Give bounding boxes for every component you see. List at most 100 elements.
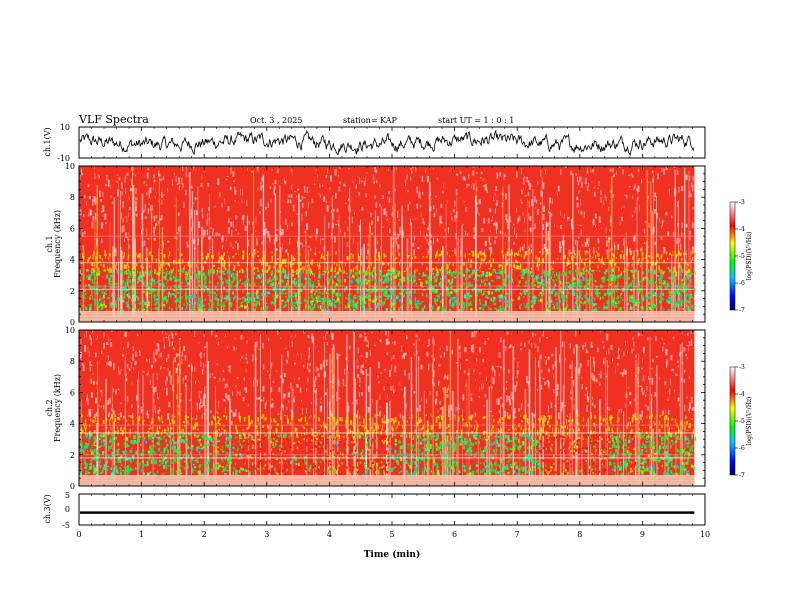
spectrogram-cell — [115, 249, 117, 257]
spectrogram-cell — [684, 371, 685, 374]
spectrogram-cell — [279, 225, 282, 233]
spectrogram-cell — [253, 266, 256, 270]
spectrogram-cell — [363, 181, 366, 187]
spectrogram-cell — [91, 271, 93, 276]
spectrogram-cell — [641, 179, 643, 184]
spectrogram-cell — [334, 300, 338, 303]
spectrogram-cell — [560, 289, 562, 293]
spectrogram-cell — [516, 292, 518, 295]
spectrogram-cell — [466, 268, 468, 271]
spectrogram-cell — [362, 304, 364, 308]
ch1-colorbar-label: log(PSD)(V²/Hz) — [746, 232, 753, 281]
spectrogram-cell — [354, 390, 356, 392]
spectrogram-cell — [468, 302, 471, 307]
spectrogram-cell — [472, 344, 475, 350]
spectrogram-cell — [158, 173, 161, 177]
spectrogram-cell — [494, 208, 496, 214]
spectrogram-cell — [287, 392, 290, 398]
spectrogram-streak — [653, 173, 654, 318]
spectrogram-streak — [510, 248, 513, 318]
spectrogram-cell — [321, 308, 324, 311]
spectrogram-cell — [652, 378, 654, 385]
spectrogram-cell — [315, 290, 317, 293]
spectrogram-cell — [468, 173, 470, 179]
spectrogram-cell — [394, 188, 396, 192]
spectrogram-cell — [119, 270, 122, 274]
spectrogram-cell — [137, 296, 140, 301]
spectrogram-cell — [581, 384, 583, 390]
spectrogram-cell — [197, 298, 200, 302]
spectrogram-cell — [480, 257, 483, 262]
spectrogram-cell — [518, 296, 520, 299]
spectrogram-cell — [370, 212, 372, 218]
spectrogram-cell — [504, 232, 506, 237]
spectrogram-cell — [348, 168, 351, 170]
spectrogram-cell — [136, 295, 139, 299]
spectrogram-cell — [211, 301, 214, 304]
spectrogram-cell — [330, 286, 333, 290]
spectrogram-cell — [662, 280, 665, 282]
spectrogram-cell — [492, 270, 494, 273]
spectrogram-cell — [209, 294, 211, 297]
spectrogram-cell — [212, 231, 214, 237]
spectrogram-cell — [229, 365, 231, 373]
spectrogram-streak — [541, 176, 543, 318]
spectrogram-cell — [181, 351, 183, 357]
spectrogram-cell — [95, 412, 98, 416]
spectrogram-cell — [170, 331, 172, 337]
spectrogram-cell — [308, 202, 310, 209]
spectrogram-cell — [442, 259, 444, 261]
spectrogram-cell — [349, 307, 351, 312]
spectrogram-cell — [373, 181, 375, 184]
spectrogram-cell — [256, 251, 259, 253]
spectrogram-cell — [392, 268, 394, 273]
spectrogram-cell — [330, 300, 332, 305]
spectrogram-cell — [686, 293, 688, 297]
spectrogram-cell — [231, 229, 233, 237]
spectrogram-cell — [645, 292, 647, 297]
spectrogram-cell — [95, 256, 98, 261]
spectrogram-cell — [571, 223, 573, 230]
spectrogram-streak — [175, 196, 177, 318]
spectrogram-cell — [221, 271, 224, 273]
spectrogram-cell — [102, 264, 105, 268]
spectrogram-cell — [498, 306, 501, 309]
spectrogram-cell — [186, 244, 189, 248]
spectrogram-cell — [167, 286, 168, 290]
spectrogram-cell — [654, 292, 657, 296]
spectrogram-cell — [598, 306, 600, 308]
spectrogram-cell — [343, 271, 345, 274]
spectrogram-cell — [537, 181, 539, 185]
spectrogram-cell — [375, 169, 378, 174]
spectrogram-cell — [96, 272, 98, 276]
spectrogram-cell — [484, 279, 486, 281]
spectrogram-cell — [395, 166, 397, 171]
spectrogram-cell — [663, 307, 665, 312]
spectrogram-cell — [196, 210, 198, 216]
spectrogram-cell — [531, 275, 534, 277]
spectrogram-cell — [440, 269, 443, 273]
spectrogram-cell — [689, 280, 692, 283]
spectrogram-cell — [407, 277, 409, 281]
spectrogram-cell — [481, 252, 484, 256]
spectrogram-cell — [174, 357, 176, 363]
spectrogram-cell — [365, 278, 367, 281]
spectrogram-streak — [441, 274, 443, 318]
spectrogram-cell — [540, 169, 542, 177]
spectrogram-cell — [302, 270, 304, 274]
spectrogram-cell — [370, 272, 373, 276]
spectrogram-cell — [489, 242, 492, 246]
spectrogram-cell — [564, 297, 566, 300]
spectrogram-cell — [173, 173, 175, 175]
spectrogram-cell — [167, 279, 169, 282]
spectrogram-cell — [350, 293, 352, 295]
spectrogram-cell — [87, 274, 90, 276]
spectrogram-cell — [173, 289, 176, 292]
spectrogram-cell — [326, 291, 329, 294]
spectrogram-cell — [416, 268, 418, 272]
spectrogram-cell — [145, 258, 147, 261]
spectrogram-cell — [184, 355, 187, 361]
spectrogram-cell — [330, 302, 333, 307]
spectrogram-cell — [640, 307, 643, 309]
spectrogram-cell — [322, 301, 324, 303]
